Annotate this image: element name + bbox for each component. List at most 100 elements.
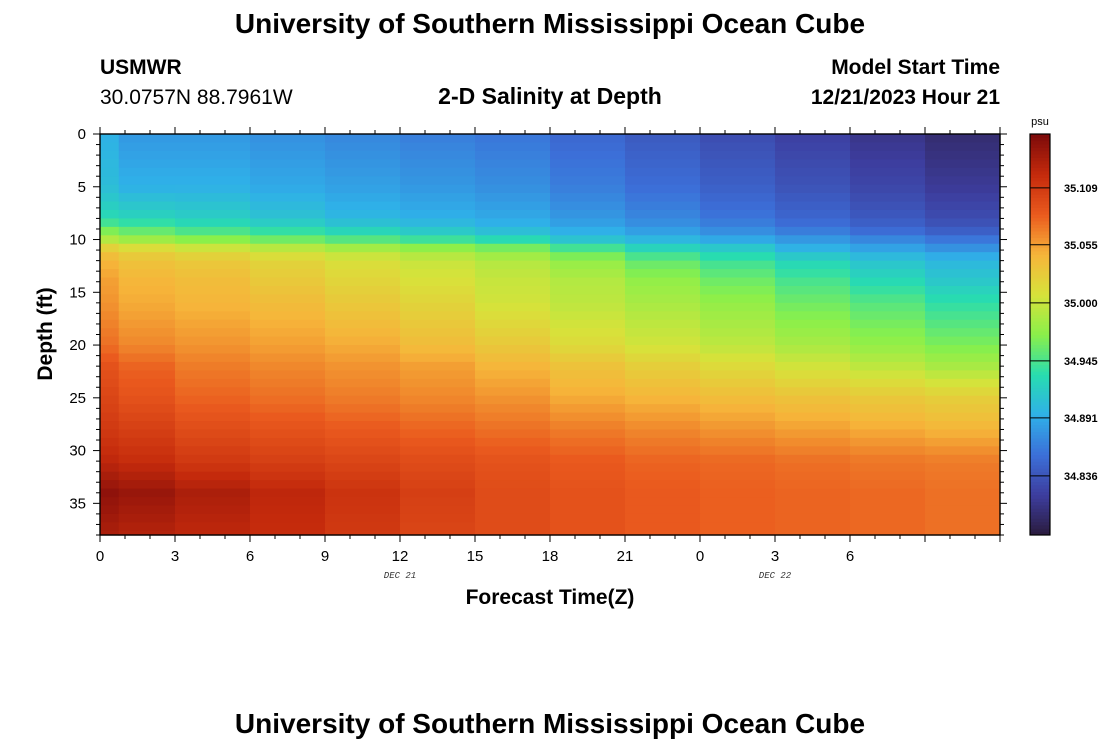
colorbar-band	[1030, 418, 1050, 422]
heatmap-cell	[475, 395, 551, 405]
heatmap-cell	[550, 446, 626, 456]
heatmap-cell	[175, 513, 251, 523]
heatmap-cell	[550, 361, 626, 371]
colorbar-band	[1030, 361, 1050, 366]
heatmap-cell	[700, 336, 776, 346]
heatmap-cell	[175, 150, 251, 160]
heatmap-cell	[625, 353, 701, 363]
heatmap-cell	[100, 429, 120, 439]
heatmap-cell	[118, 395, 176, 405]
heatmap-cell	[325, 167, 401, 177]
heatmap-cell	[700, 513, 776, 523]
heatmap-cell	[175, 201, 251, 211]
heatmap-cell	[118, 260, 176, 270]
heatmap-cell	[775, 193, 851, 203]
heatmap-cell	[550, 226, 626, 236]
heatmap-cell	[400, 404, 476, 414]
heatmap-cell	[850, 277, 926, 287]
heatmap-cell	[775, 378, 851, 388]
heatmap-cell	[625, 226, 701, 236]
colorbar-tick-label: 35.055	[1064, 240, 1098, 252]
heatmap-cell	[175, 311, 251, 321]
heatmap-cell	[175, 370, 251, 380]
heatmap-cell	[118, 269, 176, 279]
heatmap-cell	[475, 150, 551, 160]
colorbar-band	[1030, 364, 1050, 369]
colorbar-band	[1030, 327, 1050, 332]
heatmap-cell	[100, 167, 120, 177]
heatmap-cell	[325, 530, 401, 536]
heatmap-cell	[925, 184, 1001, 194]
heatmap-cell	[475, 159, 551, 169]
heatmap-cell	[250, 311, 326, 321]
heatmap-cell	[175, 404, 251, 414]
heatmap-cell	[400, 353, 476, 363]
heatmap-cell	[400, 226, 476, 236]
heatmap-cell	[700, 387, 776, 397]
heatmap-cell	[325, 328, 401, 338]
y-tick-label: 0	[78, 126, 86, 143]
heatmap-cell	[625, 193, 701, 203]
colorbar-band	[1030, 204, 1050, 209]
heatmap-cell	[850, 353, 926, 363]
heatmap-cell	[400, 159, 476, 169]
heatmap-cell	[475, 378, 551, 388]
heatmap-cell	[250, 226, 326, 236]
heatmap-cell	[550, 218, 626, 228]
colorbar-band	[1030, 484, 1050, 489]
heatmap-cell	[475, 505, 551, 515]
heatmap-cell	[100, 454, 120, 464]
heatmap-cell	[625, 269, 701, 279]
heatmap-cell	[850, 437, 926, 447]
colorbar-band	[1030, 247, 1050, 252]
colorbar-band	[1030, 488, 1050, 493]
heatmap-cell	[325, 176, 401, 186]
heatmap-cell	[250, 302, 326, 312]
heatmap-cell	[700, 471, 776, 481]
heatmap-cell	[700, 142, 776, 152]
heatmap-cell	[625, 167, 701, 177]
colorbar-band	[1030, 514, 1050, 519]
heatmap-cell	[775, 471, 851, 481]
heatmap-cell	[925, 353, 1001, 363]
heatmap-cell	[100, 294, 120, 304]
heatmap-cell	[118, 302, 176, 312]
heatmap-cell	[100, 277, 120, 287]
colorbar-band	[1030, 341, 1050, 346]
heatmap-cell	[625, 252, 701, 262]
heatmap-cell	[625, 454, 701, 464]
colorbar-band	[1030, 394, 1050, 399]
heatmap-cell	[100, 505, 120, 515]
colorbar-band	[1030, 391, 1050, 396]
heatmap-cell	[625, 235, 701, 245]
heatmap-cell	[775, 209, 851, 220]
heatmap-cell	[250, 412, 326, 422]
colorbar-frame	[1029, 133, 1051, 536]
heatmap-cell	[118, 505, 176, 515]
colorbar-band	[1030, 498, 1050, 503]
heatmap-cell	[400, 294, 476, 304]
heatmap-cell	[925, 429, 1001, 439]
heatmap-cell	[700, 463, 776, 473]
colorbar-band	[1030, 501, 1050, 506]
heatmap-cell	[250, 395, 326, 405]
colorbar-band	[1030, 524, 1050, 529]
colorbar-band	[1030, 260, 1050, 265]
heatmap-cell	[100, 353, 120, 363]
heatmap-cell	[550, 328, 626, 338]
colorbar-band	[1030, 404, 1050, 409]
heatmap-cell	[118, 218, 176, 228]
colorbar-band	[1030, 257, 1050, 262]
heatmap-cell	[625, 218, 701, 228]
heatmap-cell	[775, 218, 851, 228]
heatmap-cell	[250, 294, 326, 304]
heatmap-cell	[325, 463, 401, 473]
heatmap-cell	[850, 412, 926, 422]
heatmap-cell	[475, 404, 551, 414]
heatmap-cell	[550, 252, 626, 262]
heatmap-cell	[175, 285, 251, 295]
heatmap-cell	[550, 463, 626, 473]
heatmap-cell	[850, 235, 926, 245]
heatmap-cell	[250, 328, 326, 338]
heatmap-cell	[250, 404, 326, 414]
